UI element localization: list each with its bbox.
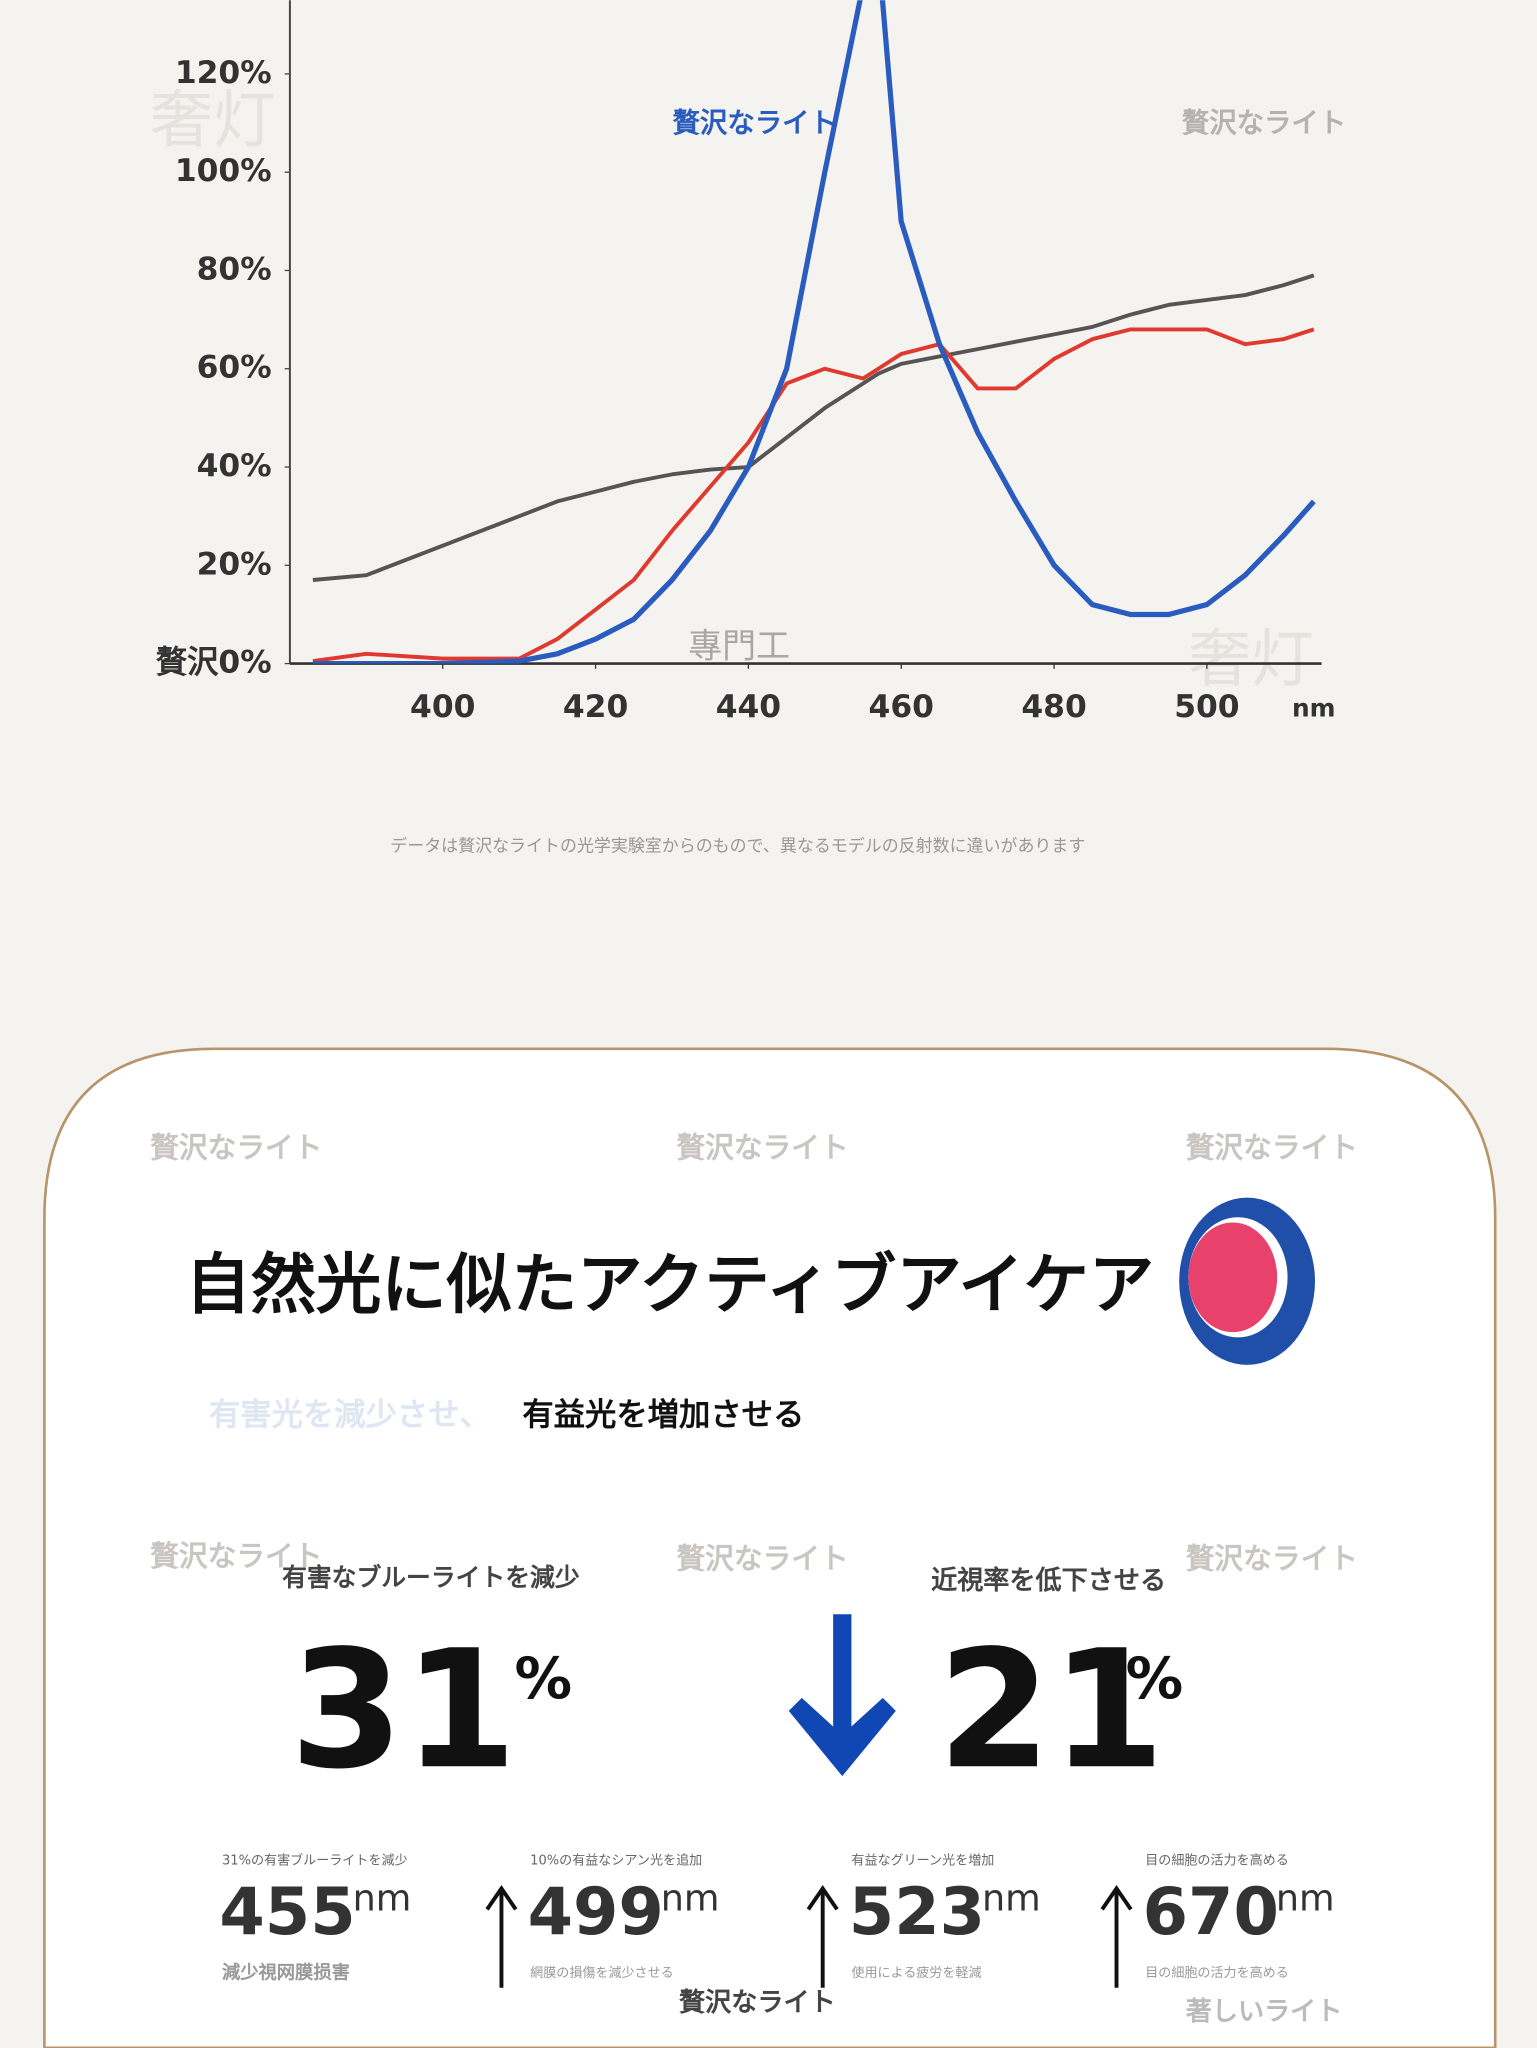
series-line xyxy=(312,327,1315,664)
item-top: 目の細胞の活力を高める xyxy=(1145,1853,1289,1869)
annotation: 贅沢なライト xyxy=(673,107,837,139)
item-top: 31%の有害ブルーライトを減少 xyxy=(222,1853,408,1869)
item-number: 670 xyxy=(1143,1874,1279,1950)
x-tick-label: 500 xyxy=(1174,689,1239,725)
item-bottom: 目の細胞の活力を高める xyxy=(1145,1965,1289,1981)
item-bottom: 減少視网膜损害 xyxy=(222,1961,350,1983)
y-tick-label: 120% xyxy=(175,55,272,91)
x-tick-label: 480 xyxy=(1021,689,1086,725)
stat-label: 近視率を低下させる xyxy=(931,1565,1166,1596)
item-top: 有益なグリーン光を増加 xyxy=(851,1854,994,1869)
stat-number: 31 xyxy=(290,1615,517,1805)
card-title: 自然光に似たアクティブアイケア xyxy=(185,1247,1154,1323)
watermark: 贅沢なライト xyxy=(150,1539,322,1573)
watermark: 奢灯 xyxy=(1188,623,1313,696)
item-number: 499 xyxy=(528,1874,664,1950)
watermark: 贅沢なライト xyxy=(1182,107,1346,139)
caption: データは贅沢なライトの光学実験室からのもので、異なるモデルの反射数に違いがありま… xyxy=(390,835,1085,856)
y-tick-label: 80% xyxy=(197,251,272,287)
watermark: 贅沢なライト xyxy=(1186,1542,1358,1576)
item-unit: nm xyxy=(1276,1877,1335,1920)
x-tick-label: 400 xyxy=(410,689,475,725)
watermark: 奢灯 xyxy=(150,83,275,156)
up-arrow xyxy=(1100,1885,1133,1988)
x-tick-label: 420 xyxy=(563,689,628,725)
stat-number: 21 xyxy=(938,1615,1165,1805)
eye-icon xyxy=(1179,1197,1316,1365)
watermark: 贅沢なライト xyxy=(1186,1130,1358,1164)
series-line xyxy=(312,273,1315,582)
watermark: 贅沢なライト xyxy=(679,1988,836,2018)
card xyxy=(43,1047,1497,2048)
y-tick-label: 40% xyxy=(197,448,272,484)
subtitle: 有益光を増加させる xyxy=(522,1397,804,1433)
watermark: 贅沢なライト xyxy=(676,1542,848,1576)
item-unit: nm xyxy=(353,1877,412,1920)
up-arrow xyxy=(485,1885,518,1988)
up-arrow xyxy=(806,1885,839,1988)
y-tick-label: 20% xyxy=(197,546,272,582)
y-tick-label: 100% xyxy=(175,153,272,189)
footer: 著しいライト xyxy=(1186,1997,1343,2027)
watermark: 贅沢なライト xyxy=(676,1130,848,1164)
item-unit: nm xyxy=(982,1877,1041,1920)
item-number: 455 xyxy=(219,1874,355,1950)
y-tick-label: 60% xyxy=(197,350,272,386)
item-number: 523 xyxy=(849,1874,985,1950)
items: 31%の有害ブルーライトを減少455nm減少視网膜损害10%の有益なシアン光を追… xyxy=(219,1853,1335,1988)
item-bottom: 網膜の損傷を減少させる xyxy=(530,1965,674,1981)
item-bottom: 使用による疲労を軽減 xyxy=(851,1965,981,1981)
stat-unit: % xyxy=(515,1645,573,1712)
stat-label: 有害なブルーライトを減少 xyxy=(282,1563,580,1592)
watermark: 贅沢なライト xyxy=(150,1130,322,1164)
x-unit: nm xyxy=(1292,693,1336,722)
watermark: 專門工 xyxy=(688,626,790,666)
subtitle-faded: 有害光を減少させ、 xyxy=(209,1397,491,1433)
x-tick-label: 460 xyxy=(869,689,934,725)
y-tick-label: 贅沢0% xyxy=(156,645,272,681)
item-unit: nm xyxy=(661,1877,720,1920)
item-top: 10%の有益なシアン光を追加 xyxy=(530,1853,702,1869)
x-tick-label: 440 xyxy=(716,689,781,725)
down-arrow xyxy=(788,1614,896,1777)
stat-unit: % xyxy=(1126,1645,1184,1712)
series-line xyxy=(312,0,1316,664)
